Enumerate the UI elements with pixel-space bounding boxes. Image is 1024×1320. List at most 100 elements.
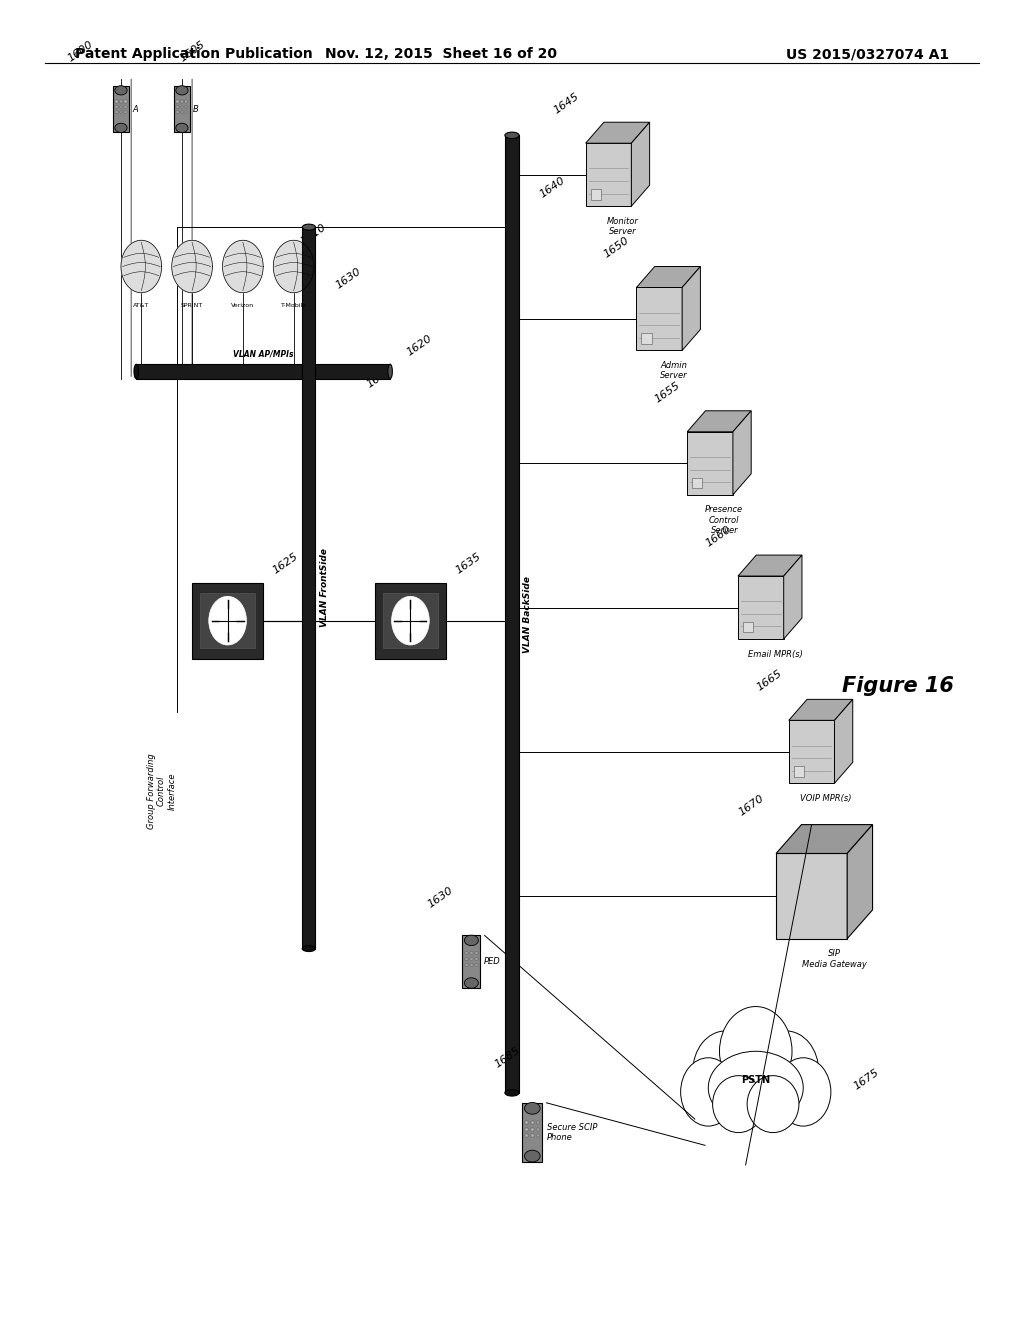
- Polygon shape: [776, 825, 872, 854]
- Ellipse shape: [115, 123, 127, 132]
- Polygon shape: [847, 825, 872, 939]
- Polygon shape: [174, 86, 189, 132]
- Bar: [181, 100, 183, 103]
- Bar: [120, 106, 122, 108]
- Bar: [176, 111, 178, 114]
- Bar: [641, 334, 651, 345]
- Polygon shape: [522, 1102, 543, 1162]
- Text: 1685: 1685: [493, 1044, 521, 1069]
- Bar: [530, 1134, 534, 1138]
- Bar: [743, 622, 754, 632]
- Bar: [530, 1127, 534, 1131]
- Circle shape: [121, 240, 162, 293]
- Ellipse shape: [524, 1150, 540, 1162]
- Bar: [470, 964, 473, 966]
- Ellipse shape: [302, 945, 315, 952]
- Bar: [136, 364, 390, 379]
- Text: 1600: 1600: [66, 38, 95, 63]
- Bar: [505, 136, 519, 1093]
- Bar: [200, 593, 255, 648]
- Text: Figure 16: Figure 16: [842, 676, 954, 696]
- Polygon shape: [113, 86, 129, 132]
- Text: A: A: [132, 104, 138, 114]
- Ellipse shape: [388, 364, 392, 379]
- Ellipse shape: [115, 86, 127, 95]
- Text: Admin
Server: Admin Server: [659, 360, 687, 380]
- Circle shape: [222, 240, 263, 293]
- Bar: [470, 958, 473, 961]
- Bar: [120, 111, 122, 114]
- Text: 1675: 1675: [852, 1068, 882, 1092]
- Ellipse shape: [505, 132, 519, 139]
- Bar: [537, 1134, 540, 1138]
- Ellipse shape: [713, 1076, 764, 1133]
- Bar: [116, 106, 118, 108]
- Text: Email MPR(s): Email MPR(s): [748, 649, 803, 659]
- Bar: [692, 478, 702, 488]
- Bar: [586, 143, 632, 206]
- Bar: [185, 111, 187, 114]
- Bar: [116, 111, 118, 114]
- Bar: [475, 952, 478, 954]
- Bar: [181, 111, 183, 114]
- Bar: [185, 100, 187, 103]
- Ellipse shape: [465, 935, 478, 945]
- Bar: [176, 100, 178, 103]
- Text: 1640: 1640: [538, 174, 566, 199]
- Ellipse shape: [134, 364, 138, 379]
- Text: VLAN FrontSide: VLAN FrontSide: [319, 548, 329, 627]
- Text: 1605: 1605: [177, 38, 207, 63]
- Bar: [537, 1127, 540, 1131]
- Bar: [687, 432, 733, 495]
- Bar: [465, 958, 468, 961]
- Bar: [193, 582, 263, 659]
- Text: AT&T: AT&T: [133, 304, 150, 309]
- Polygon shape: [738, 556, 802, 576]
- Bar: [124, 111, 127, 114]
- Bar: [788, 721, 835, 783]
- Ellipse shape: [709, 1051, 803, 1125]
- Bar: [124, 100, 127, 103]
- Text: 1610: 1610: [299, 222, 328, 247]
- Text: Nov. 12, 2015  Sheet 16 of 20: Nov. 12, 2015 Sheet 16 of 20: [325, 48, 557, 62]
- Polygon shape: [637, 267, 700, 288]
- Ellipse shape: [176, 86, 188, 95]
- Text: VLAN AP/MPIs: VLAN AP/MPIs: [232, 350, 294, 359]
- Text: VLAN BackSide: VLAN BackSide: [523, 576, 532, 652]
- Ellipse shape: [748, 1076, 799, 1133]
- Text: 1620: 1620: [406, 333, 434, 358]
- Text: SIP
Media Gateway: SIP Media Gateway: [802, 949, 867, 969]
- Bar: [525, 1121, 528, 1125]
- Ellipse shape: [775, 1057, 830, 1126]
- Text: Patent Application Publication: Patent Application Publication: [75, 48, 313, 62]
- Bar: [475, 964, 478, 966]
- Text: 1625: 1625: [271, 552, 300, 576]
- Text: Monitor
Server: Monitor Server: [607, 216, 639, 236]
- Polygon shape: [586, 123, 649, 143]
- Text: 1670: 1670: [737, 793, 766, 818]
- Text: PSTN: PSTN: [741, 1074, 770, 1085]
- Ellipse shape: [720, 1007, 792, 1096]
- Text: Presence
Control
Server: Presence Control Server: [706, 506, 743, 535]
- Text: 1665: 1665: [755, 668, 783, 693]
- Bar: [124, 106, 127, 108]
- Bar: [181, 106, 183, 108]
- Polygon shape: [733, 411, 752, 495]
- Polygon shape: [788, 700, 853, 721]
- Bar: [176, 106, 178, 108]
- Ellipse shape: [465, 978, 478, 989]
- Ellipse shape: [754, 1031, 819, 1113]
- Polygon shape: [632, 123, 649, 206]
- Bar: [470, 952, 473, 954]
- Bar: [537, 1121, 540, 1125]
- Ellipse shape: [505, 1089, 519, 1096]
- Bar: [116, 100, 118, 103]
- Bar: [465, 964, 468, 966]
- Polygon shape: [682, 267, 700, 350]
- Circle shape: [209, 597, 247, 645]
- Bar: [738, 576, 783, 639]
- Text: 1645: 1645: [552, 91, 581, 116]
- Text: 1630: 1630: [426, 884, 456, 909]
- Bar: [530, 1121, 534, 1125]
- Ellipse shape: [302, 224, 315, 230]
